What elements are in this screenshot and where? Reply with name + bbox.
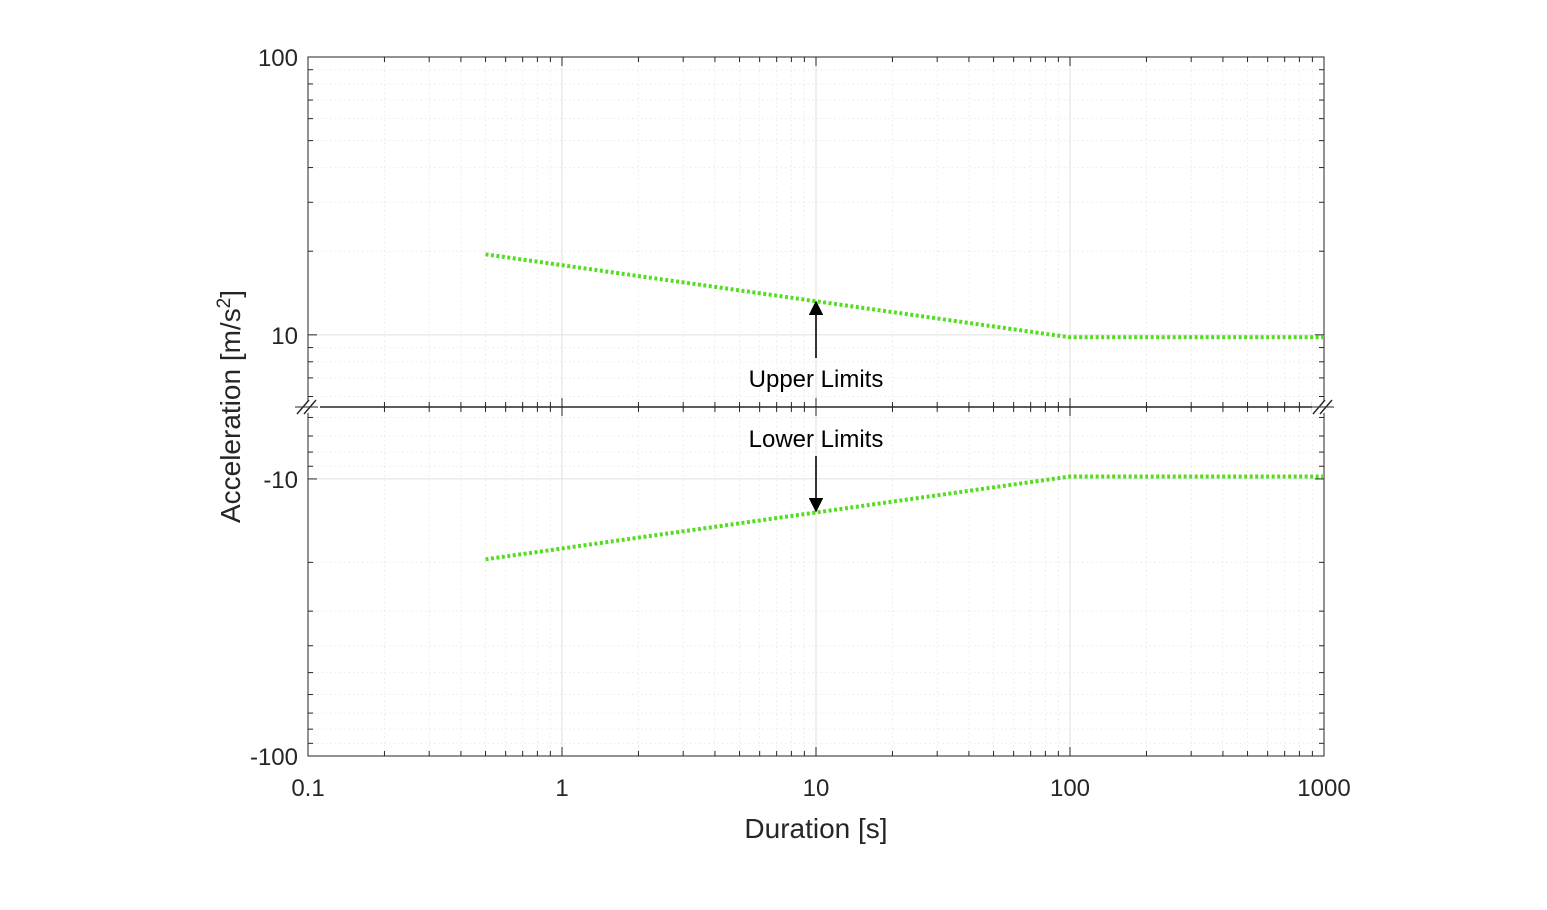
- lower-limit-line: [485, 474, 1324, 562]
- upper-limit-line: [485, 252, 1324, 340]
- y-tick-label: 100: [258, 45, 298, 72]
- y-axis-title-superscript: 2: [214, 298, 235, 309]
- y-tick-label: 10: [271, 323, 298, 350]
- x-tick-label: 1: [555, 775, 568, 802]
- tick-labels: 0.1 1 10 100 1000 10 100 -10 -100: [250, 45, 1351, 802]
- axis-break-symbol: [1311, 399, 1336, 415]
- axis-break-symbol: [295, 399, 320, 415]
- grid: [307, 56, 1324, 757]
- x-tick-label: 100: [1050, 775, 1090, 802]
- x-tick-label: 10: [803, 775, 830, 802]
- lower-limits-label: Lower Limits: [749, 426, 884, 453]
- x-tick-label: 1000: [1297, 775, 1350, 802]
- axes-frame: [295, 56, 1336, 757]
- annotations: Upper Limits Lower Limits: [749, 300, 884, 513]
- y-tick-label: -100: [250, 744, 298, 771]
- y-axis-title-main: Acceleration [m/s: [215, 308, 246, 523]
- y-axis-title: Acceleration [m/s2]: [214, 290, 247, 523]
- upper-limits-label: Upper Limits: [749, 366, 884, 393]
- x-axis-title: Duration [s]: [744, 813, 887, 844]
- x-tick-label: 0.1: [291, 775, 324, 802]
- series-group: [485, 252, 1324, 562]
- y-axis-title-suffix: ]: [215, 290, 246, 298]
- y-tick-label: -10: [263, 467, 298, 494]
